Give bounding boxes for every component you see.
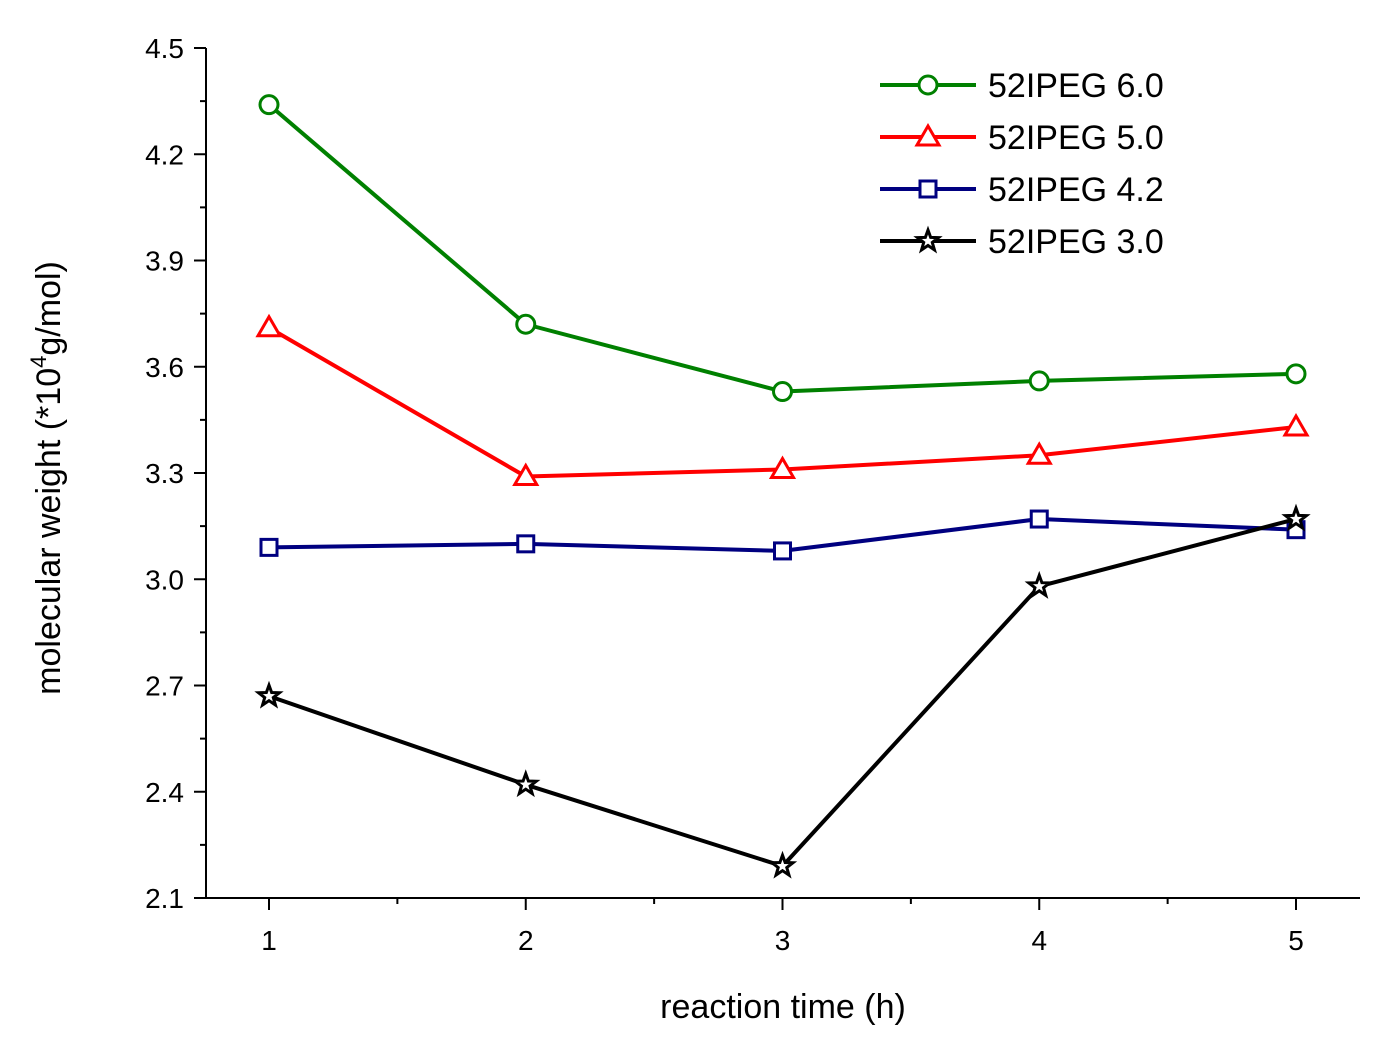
- series-1: [258, 94, 1307, 403]
- data-point: [516, 534, 536, 554]
- data-point: [1025, 441, 1053, 465]
- legend-item: 52IPEG 4.2: [880, 171, 1164, 209]
- legend-item: 52IPEG 3.0: [880, 223, 1164, 261]
- y-tick-label: 2.7: [145, 671, 184, 702]
- data-point: [1029, 509, 1049, 529]
- y-tick-label: 4.2: [145, 139, 184, 170]
- series-line: [268, 517, 1297, 869]
- series-2: [255, 313, 1310, 487]
- data-point: [259, 537, 279, 557]
- data-point: [1024, 570, 1054, 599]
- legend-marker: [913, 225, 943, 254]
- data-point: [1282, 412, 1310, 437]
- x-tick-label: 2: [518, 925, 534, 956]
- y-tick-label: 3.0: [145, 564, 184, 595]
- data-point: [1281, 503, 1311, 532]
- x-tick-label: 5: [1288, 925, 1304, 956]
- legend-item: 52IPEG 5.0: [880, 119, 1164, 157]
- data-point: [1285, 363, 1307, 385]
- data-point: [511, 769, 541, 798]
- series-line: [267, 326, 1297, 479]
- legend-label: 52IPEG 5.0: [988, 119, 1164, 157]
- data-point: [768, 455, 797, 479]
- data-point: [254, 680, 284, 709]
- x-tick-label: 4: [1031, 925, 1047, 956]
- y-axis-title-tail: g/mol): [30, 261, 68, 355]
- legend-label: 52IPEG 6.0: [988, 67, 1164, 105]
- legend-marker: [917, 74, 939, 96]
- data-point: [515, 313, 537, 335]
- data-point: [255, 313, 283, 338]
- data-point: [258, 94, 280, 116]
- x-ticks: 1 2 3 4 5: [261, 898, 1304, 956]
- data-point: [773, 541, 792, 561]
- y-tick-label: 3.9: [145, 246, 184, 277]
- y-tick-label: 3.3: [145, 458, 184, 489]
- data-point: [767, 850, 798, 879]
- y-axis-title: molecular weight (*104g/mol): [26, 261, 68, 695]
- x-tick-label: 3: [775, 925, 791, 956]
- legend-label: 52IPEG 4.2: [988, 171, 1164, 209]
- legend-item: 52IPEG 6.0: [880, 67, 1164, 105]
- legend-marker: [914, 123, 942, 147]
- x-axis-title: reaction time (h): [660, 988, 906, 1026]
- legend-label: 52IPEG 3.0: [988, 223, 1164, 261]
- legend: 52IPEG 6.0 52IPEG 5.0 52IPEG 4.2 52IPEG 3.0: [880, 67, 1164, 261]
- y-tick-label: 2.4: [145, 777, 184, 808]
- legend-marker: [918, 179, 938, 199]
- y-tick-label: 2.1: [145, 883, 184, 914]
- y-ticks: 2.1 2.4 2.7 3.0 3.3 3.6 3.9 4.2 4.5: [145, 33, 206, 914]
- series-3: [259, 509, 1306, 561]
- data-point: [1028, 370, 1050, 392]
- y-tick-label: 3.6: [145, 352, 184, 383]
- series-4: [254, 503, 1311, 879]
- y-tick-label: 4.5: [145, 33, 184, 64]
- data-point: [512, 462, 540, 487]
- data-point: [772, 381, 793, 403]
- y-axis-title-main: molecular weight (*10: [30, 368, 68, 695]
- y-axis-title-sup: 4: [26, 356, 51, 368]
- series-group: [254, 94, 1311, 879]
- x-tick-label: 1: [261, 925, 277, 956]
